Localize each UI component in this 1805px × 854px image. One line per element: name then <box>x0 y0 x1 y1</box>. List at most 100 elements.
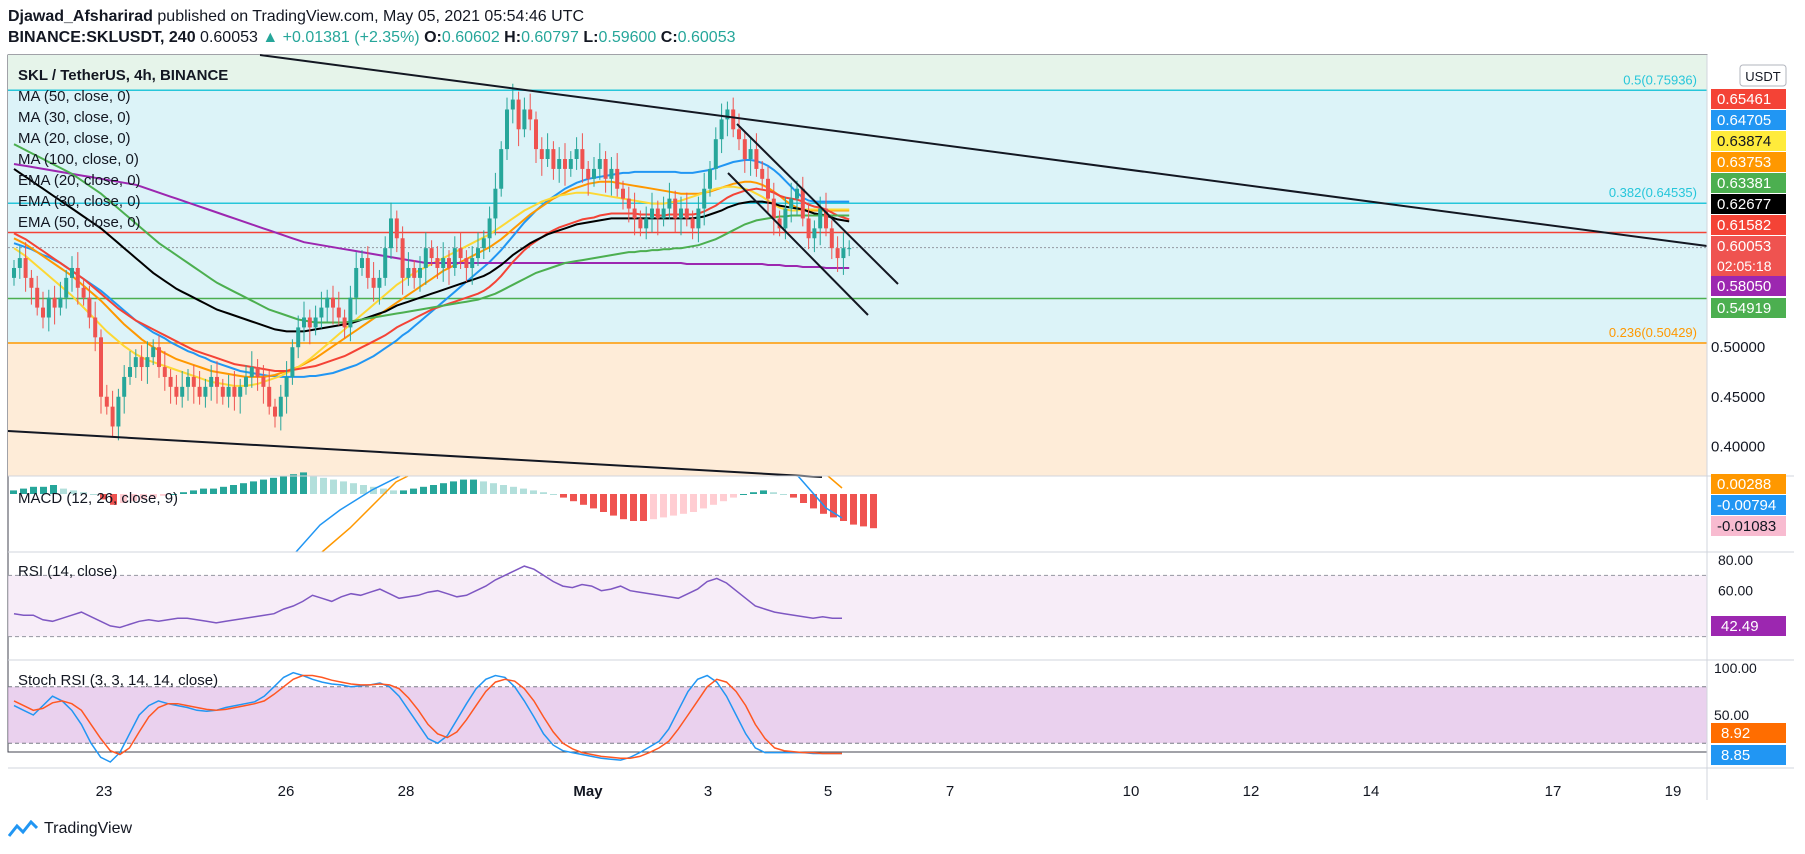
y-tick-label: 0.45000 <box>1711 389 1765 406</box>
candle <box>580 133 585 183</box>
legend-ma20[interactable]: MA (20, close, 0) <box>18 130 131 147</box>
legend-ma50[interactable]: MA (50, close, 0) <box>18 88 131 105</box>
legend-ema50[interactable]: EMA (50, close, 0) <box>18 214 141 231</box>
candle-body <box>389 218 393 249</box>
candle <box>12 260 16 286</box>
candle <box>383 236 388 286</box>
candle <box>87 285 92 329</box>
candle-body <box>331 297 335 308</box>
legend-ema20[interactable]: EMA (20, close, 0) <box>18 172 141 189</box>
macd-pane-title[interactable]: MACD (12, 26, close, 9) <box>18 490 179 507</box>
macd-bar <box>640 494 647 521</box>
rsi-current-text: 42.49 <box>1721 618 1759 635</box>
macd-bar <box>140 494 147 500</box>
fib-and-level-layer: 0.5(0.75936) 0.382(0.64535) 0.236(0.50429) <box>8 72 1707 344</box>
candle <box>487 206 492 253</box>
axis-layer: 23 26 28 May 3 5 7 10 12 14 17 19 USDT 0.40000 0.45000… <box>8 55 1794 800</box>
candle <box>157 335 161 378</box>
candle <box>754 133 759 177</box>
price-label: 0.63381 <box>1711 173 1786 193</box>
legend-ema30[interactable]: EMA (30, close, 0) <box>18 193 141 210</box>
macd-bar <box>810 494 817 509</box>
macd-bar <box>400 490 407 494</box>
candle <box>261 365 266 404</box>
candle-body <box>644 218 649 229</box>
fib-label-0.5: 0.5(0.75936) <box>1623 72 1697 87</box>
candle <box>777 210 782 237</box>
candle <box>481 230 486 260</box>
candle-body <box>441 258 446 268</box>
legend-ma100[interactable]: MA (100, close, 0) <box>18 151 139 168</box>
x-tick-label: 3 <box>704 783 712 800</box>
macd-bar <box>440 483 447 494</box>
macd-bar <box>410 488 417 494</box>
x-tick-label: 10 <box>1123 783 1140 800</box>
tradingview-footer[interactable]: TradingView <box>8 820 132 838</box>
candle-body <box>766 178 770 199</box>
candle <box>789 182 794 223</box>
descending-trendline-lower <box>7 430 823 478</box>
tradingview-brand: TradingView <box>44 820 133 837</box>
currency-label: USDT <box>1745 69 1780 84</box>
candle <box>244 365 248 395</box>
candle-body <box>162 367 167 377</box>
candle <box>29 269 34 305</box>
macd-bar <box>260 479 267 494</box>
ma-line <box>13 168 850 333</box>
candle-body <box>539 149 544 160</box>
macd-bar <box>630 494 637 521</box>
stoch-d-bg <box>1711 723 1786 743</box>
candle <box>650 192 654 233</box>
candle-body <box>592 168 596 179</box>
candle <box>23 242 28 292</box>
candle-body <box>157 347 161 368</box>
candle-body <box>29 277 34 288</box>
macd-bar <box>190 490 197 494</box>
rsi-current-bg <box>1711 616 1786 636</box>
candle <box>203 378 208 408</box>
descending-trendline-upper <box>259 54 1708 247</box>
candle <box>412 260 417 289</box>
price-label-bg <box>1711 131 1786 151</box>
price-label: 0.63874 <box>1711 131 1786 151</box>
candle-body <box>423 248 428 268</box>
candle <box>818 196 823 246</box>
candle-body <box>621 188 625 199</box>
candle <box>377 269 382 305</box>
candle-body <box>249 367 254 377</box>
candle-body <box>58 297 63 308</box>
candle-body <box>406 267 411 278</box>
candle <box>284 361 289 414</box>
fib-label-0.382: 0.382(0.64535) <box>1609 185 1697 200</box>
author-name[interactable]: Djawad_Afsharirad <box>8 8 153 25</box>
rsi-tick-label: 60.00 <box>1718 583 1753 599</box>
candle <box>99 329 103 414</box>
legend-ma30[interactable]: MA (30, close, 0) <box>18 109 131 126</box>
candle <box>667 182 672 220</box>
price-label: 0.64705 <box>1711 110 1786 130</box>
candle <box>128 351 132 385</box>
macd-bar <box>220 486 227 494</box>
candle-body <box>75 267 80 288</box>
macd-bar <box>790 494 797 498</box>
candle-body <box>760 168 765 179</box>
stoch-tick-label: 50.00 <box>1714 707 1749 723</box>
candle <box>626 186 631 223</box>
macd-signal-recent <box>827 475 843 489</box>
candle-body <box>545 149 550 160</box>
candle-body <box>557 159 562 169</box>
candle <box>302 301 306 342</box>
high-label: H: <box>504 29 522 46</box>
macd-value-label: -0.01083 <box>1711 516 1786 536</box>
candle-body <box>574 149 579 160</box>
candle-body <box>12 267 16 278</box>
candle-body <box>447 258 451 268</box>
candle-body <box>128 367 132 377</box>
candle-body <box>696 208 701 229</box>
rsi-pane-title[interactable]: RSI (14, close) <box>18 563 118 580</box>
stoch-pane-title[interactable]: Stoch RSI (3, 3, 14, 14, close) <box>18 672 219 689</box>
macd-bar <box>570 494 577 502</box>
candle-body <box>481 238 486 249</box>
candle-body <box>238 386 243 397</box>
